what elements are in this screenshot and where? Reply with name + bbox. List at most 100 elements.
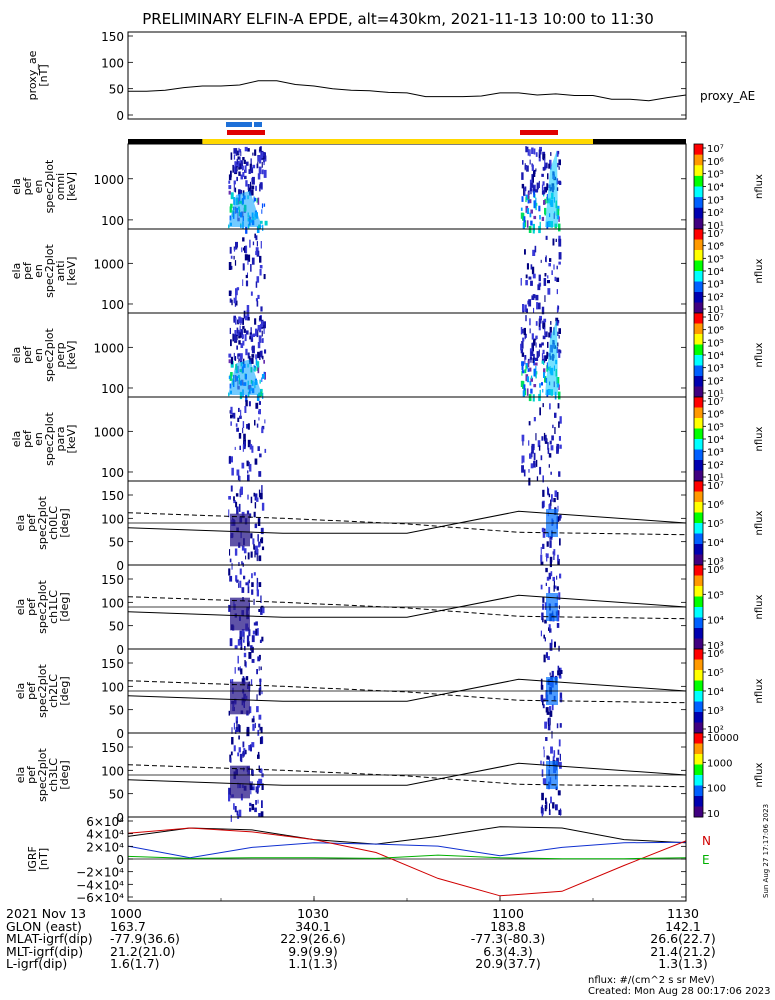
spec-pixel bbox=[532, 463, 536, 468]
spec-pixel bbox=[542, 489, 545, 497]
spec-pixel bbox=[550, 162, 552, 170]
colorbar-tick-label: 10⁶ bbox=[707, 410, 724, 421]
spec-pixel bbox=[258, 555, 262, 562]
spec-pixel bbox=[547, 288, 551, 295]
spec-pixel bbox=[525, 280, 528, 286]
spec-pixel bbox=[247, 580, 249, 586]
spec-pixel bbox=[546, 183, 548, 191]
colorbar-segment bbox=[694, 197, 703, 209]
colorbar-tick-label: 10⁵ bbox=[707, 668, 724, 679]
spec-pixel bbox=[534, 189, 538, 193]
spec-pixel bbox=[538, 180, 540, 188]
spec-pixel bbox=[523, 384, 526, 391]
y-axis-label: pef bbox=[21, 177, 34, 196]
spec-pixel bbox=[232, 333, 234, 342]
spec-pixel bbox=[547, 442, 549, 450]
spec-pixel bbox=[539, 146, 542, 152]
spec-pixel bbox=[243, 575, 246, 580]
colorbar-segment bbox=[694, 512, 703, 524]
spec-pixel bbox=[550, 746, 553, 754]
spec-pixel bbox=[249, 783, 253, 790]
y-axis-label: pef bbox=[21, 429, 34, 448]
spec-pixel bbox=[231, 737, 234, 745]
spec-pixel bbox=[247, 439, 251, 448]
spec-pixel bbox=[231, 562, 233, 570]
spec-pixel bbox=[540, 584, 543, 590]
spec-pixel bbox=[237, 319, 240, 325]
spec-pixel bbox=[263, 327, 265, 334]
spec-pixel bbox=[253, 492, 256, 497]
spec-pixel bbox=[233, 246, 236, 250]
spec-pixel bbox=[541, 216, 545, 221]
spec-pixel bbox=[263, 371, 266, 376]
spec-pixel bbox=[228, 509, 230, 518]
spec-pixel bbox=[240, 160, 243, 168]
spec-pixel bbox=[238, 358, 240, 363]
spec-pixel bbox=[242, 340, 245, 346]
spec-pixel bbox=[249, 807, 252, 812]
spec-pixel bbox=[541, 436, 544, 441]
spec-pixel bbox=[558, 391, 561, 400]
spec-pixel bbox=[229, 757, 232, 763]
spec-pixel bbox=[255, 786, 259, 793]
spec-pixel bbox=[255, 800, 257, 805]
spec-pixel bbox=[541, 612, 544, 621]
flux-core bbox=[230, 597, 250, 631]
spec-pixel bbox=[257, 751, 260, 758]
spec-pixel bbox=[521, 183, 525, 189]
spec-pixel bbox=[556, 723, 559, 729]
spec-pixel bbox=[559, 761, 562, 769]
spec-pixel bbox=[528, 440, 530, 446]
panel-frame bbox=[127, 228, 687, 314]
spec-pixel bbox=[258, 410, 261, 414]
spec-pixel bbox=[538, 349, 540, 357]
spec-pixel bbox=[524, 369, 527, 374]
spec-pixel bbox=[251, 635, 255, 643]
colorbar-segment bbox=[694, 806, 703, 818]
spec-pixel bbox=[533, 200, 536, 209]
colorbar-tick-label: 1000 bbox=[707, 758, 732, 769]
colorbar-segment bbox=[694, 144, 703, 156]
y-axis-label: pef bbox=[21, 345, 34, 364]
spec-pixel bbox=[530, 354, 532, 363]
orbit-bar-night bbox=[593, 139, 686, 144]
spec-pixel bbox=[261, 636, 264, 642]
spec-pixel bbox=[538, 318, 542, 324]
spec-pixel bbox=[233, 745, 236, 752]
legend-n: N bbox=[702, 834, 711, 848]
spec-pixel bbox=[258, 582, 262, 587]
spec-pixel bbox=[530, 182, 534, 188]
science-zone-bars bbox=[128, 122, 686, 144]
spec-pixel bbox=[260, 537, 264, 544]
spec-pixel bbox=[232, 164, 234, 173]
spec-pixel bbox=[549, 803, 550, 812]
spec-pixel bbox=[556, 383, 559, 388]
spec-pixel bbox=[238, 747, 241, 753]
colorbar-segment bbox=[694, 449, 703, 461]
spec-pixel bbox=[541, 360, 544, 364]
colorbar-segment bbox=[694, 701, 703, 713]
spec-pixel bbox=[229, 638, 233, 647]
spec-pixel bbox=[544, 273, 547, 277]
spec-pixel bbox=[264, 419, 266, 424]
footer-row-value: 21.4(21.2) bbox=[650, 943, 716, 959]
y-tick-label: 100 bbox=[101, 596, 124, 610]
spec-pixel bbox=[537, 284, 541, 291]
spec-pixel bbox=[248, 401, 251, 407]
colorbar-tick-label: 10⁵ bbox=[707, 422, 724, 433]
spec-pixel bbox=[250, 264, 252, 272]
spec-pixel bbox=[539, 466, 542, 475]
spec-pixel bbox=[557, 150, 560, 155]
spec-pixel bbox=[530, 264, 533, 270]
spec-pixel bbox=[529, 328, 531, 334]
colorbar-tick-label: 10⁵ bbox=[707, 170, 724, 181]
spec-pixel bbox=[256, 577, 259, 585]
spec-pixel bbox=[264, 220, 268, 226]
footer-row-label: MLT-igrf(dip) bbox=[6, 943, 84, 959]
colorbar-tick-label: 10⁷ bbox=[707, 229, 724, 240]
spec-pixel bbox=[228, 262, 232, 270]
y-tick-label: −4×10⁴ bbox=[76, 878, 124, 892]
spec-pixel bbox=[253, 783, 255, 790]
